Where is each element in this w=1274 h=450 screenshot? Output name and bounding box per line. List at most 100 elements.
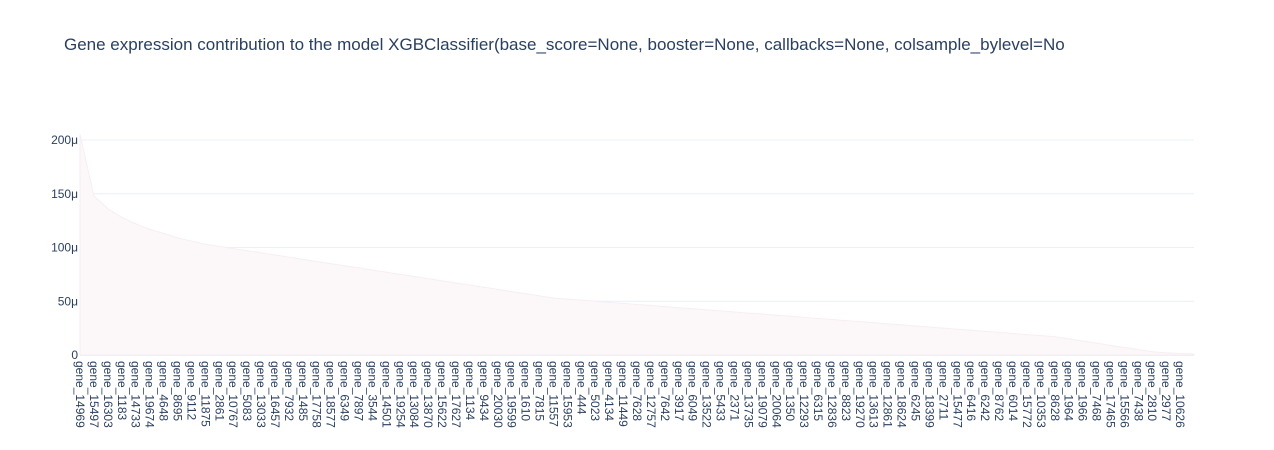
x-tick-label: gene_3544 — [365, 361, 379, 421]
data-point — [733, 311, 736, 313]
x-tick-label: gene_444 — [574, 361, 588, 415]
x-tick-label: gene_9112 — [184, 361, 198, 421]
data-point — [107, 208, 109, 210]
data-point — [511, 290, 513, 293]
data-point — [1151, 351, 1153, 353]
x-tick-label: gene_12861 — [881, 361, 895, 428]
data-point — [873, 322, 875, 324]
x-tick-label: gene_15953 — [560, 361, 574, 428]
data-point — [900, 324, 903, 326]
x-tick-label: gene_13735 — [741, 361, 755, 428]
x-tick-label: gene_7628 — [630, 361, 644, 421]
x-tick-label: gene_8695 — [170, 361, 184, 421]
x-tick-label: gene_19270 — [853, 361, 867, 428]
x-tick-label: gene_17627 — [449, 361, 463, 428]
x-tick-label: gene_7815 — [533, 361, 547, 421]
x-tick-label: gene_14501 — [379, 361, 393, 428]
data-point — [162, 232, 165, 235]
x-tick-label: gene_2861 — [212, 361, 226, 421]
x-tick-label: gene_6349 — [338, 361, 352, 421]
x-tick-label: gene_16303 — [101, 361, 115, 428]
data-point — [1040, 335, 1042, 337]
data-point — [594, 300, 596, 302]
data-point — [970, 329, 972, 331]
x-tick-label: gene_14733 — [129, 361, 143, 428]
x-tick-label: gene_6014 — [1006, 361, 1020, 421]
x-tick-label: gene_8762 — [992, 361, 1006, 421]
x-tick-label: gene_2711 — [936, 361, 950, 421]
data-point — [552, 297, 555, 299]
x-tick-label: gene_1350 — [783, 361, 797, 421]
data-point — [1068, 338, 1070, 340]
data-point — [427, 278, 429, 280]
data-point — [302, 258, 304, 260]
x-tick-label: gene_14969 — [73, 361, 87, 428]
data-point — [525, 293, 527, 295]
data-point — [1026, 333, 1028, 336]
data-point — [316, 260, 318, 263]
x-tick-label: gene_13033 — [254, 361, 268, 428]
data-point — [469, 284, 471, 286]
x-tick-label: gene_11557 — [546, 361, 560, 427]
x-tick-label: gene_18624 — [895, 361, 909, 428]
data-point — [204, 243, 206, 245]
data-point — [176, 237, 179, 239]
data-point — [190, 240, 192, 242]
data-point — [608, 301, 610, 303]
x-tick-label: gene_5433 — [714, 361, 728, 421]
data-point — [371, 269, 374, 271]
y-axis-ticks: 0 50μ 100μ 150μ 200μ — [51, 133, 78, 362]
data-point — [538, 295, 541, 297]
data-point — [330, 263, 332, 265]
data-point — [483, 286, 485, 288]
data-point — [789, 315, 791, 317]
y-tick-label: 100μ — [51, 241, 78, 255]
data-point — [441, 280, 443, 282]
x-tick-label: gene_11875 — [198, 361, 212, 427]
data-point — [956, 328, 958, 330]
data-point — [1054, 336, 1056, 338]
x-tick-label: gene_20030 — [491, 361, 505, 428]
x-tick-label: gene_8823 — [839, 361, 853, 421]
x-tick-label: gene_19674 — [143, 361, 157, 428]
x-tick-label: gene_15622 — [435, 361, 449, 428]
x-tick-label: gene_9434 — [477, 361, 491, 421]
x-tick-label: gene_7897 — [352, 361, 366, 421]
x-tick-label: gene_4648 — [157, 361, 171, 421]
data-point — [928, 326, 931, 328]
x-tick-label: gene_2977 — [1159, 361, 1173, 421]
x-tick-label: gene_13613 — [867, 361, 881, 428]
data-point — [413, 275, 415, 278]
x-tick-label: gene_18399 — [922, 361, 936, 428]
data-point — [1123, 346, 1125, 349]
data-point — [1137, 349, 1139, 351]
data-point — [650, 304, 652, 307]
data-point — [622, 302, 624, 304]
area-series — [79, 134, 1195, 356]
data-point — [775, 314, 777, 316]
data-point — [246, 250, 248, 252]
data-point — [984, 330, 986, 332]
y-tick-label: 200μ — [51, 133, 78, 147]
data-point — [385, 271, 387, 273]
data-point — [93, 195, 95, 197]
data-point — [1165, 352, 1167, 354]
y-tick-label: 0 — [71, 348, 78, 362]
data-point — [747, 312, 750, 314]
x-tick-label: gene_10353 — [1034, 361, 1048, 428]
x-tick-label: gene_17465 — [1103, 361, 1117, 428]
x-tick-label: gene_13522 — [700, 361, 714, 428]
data-point — [135, 223, 137, 225]
x-tick-label: gene_18577 — [324, 361, 338, 428]
y-tick-label: 150μ — [51, 187, 78, 201]
x-tick-label: gene_19599 — [505, 361, 519, 428]
x-axis-ticks: gene_14969 gene_15497 gene_16303 gene_1183 g… — [73, 361, 1187, 428]
data-point — [719, 310, 722, 312]
area-fill — [79, 134, 1195, 356]
x-tick-label: gene_15772 — [1020, 361, 1034, 428]
x-tick-label: gene_12836 — [825, 361, 839, 428]
data-point — [566, 298, 568, 300]
data-point — [942, 327, 944, 329]
data-point — [79, 134, 81, 136]
